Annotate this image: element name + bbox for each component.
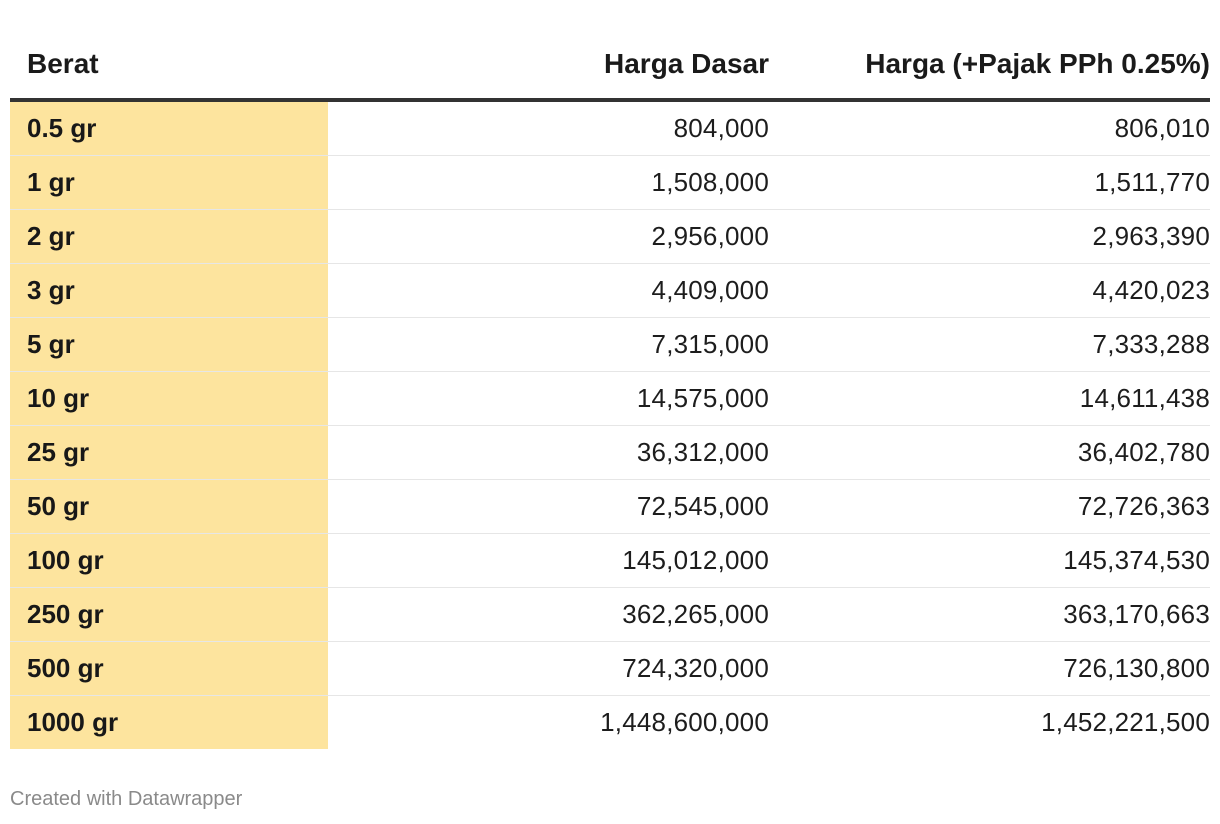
cell-harga-pajak: 363,170,663	[769, 587, 1210, 642]
cell-berat: 50 gr	[10, 479, 328, 534]
cell-harga-pajak: 726,130,800	[769, 641, 1210, 696]
header-harga-dasar[interactable]: Harga Dasar	[328, 30, 769, 102]
cell-harga-pajak: 2,963,390	[769, 209, 1210, 264]
table-row: 50 gr 72,545,000 72,726,363	[10, 479, 1210, 534]
cell-harga-pajak: 7,333,288	[769, 317, 1210, 372]
cell-harga-dasar: 7,315,000	[328, 317, 769, 372]
table-row: 2 gr 2,956,000 2,963,390	[10, 209, 1210, 264]
cell-harga-dasar: 36,312,000	[328, 425, 769, 480]
cell-harga-pajak: 1,511,770	[769, 155, 1210, 210]
cell-harga-pajak: 145,374,530	[769, 533, 1210, 588]
cell-harga-pajak: 72,726,363	[769, 479, 1210, 534]
header-harga-pajak[interactable]: Harga (+Pajak PPh 0.25%)	[769, 30, 1210, 102]
cell-berat: 3 gr	[10, 263, 328, 318]
table-row: 3 gr 4,409,000 4,420,023	[10, 263, 1210, 318]
table-row: 10 gr 14,575,000 14,611,438	[10, 371, 1210, 426]
cell-harga-dasar: 2,956,000	[328, 209, 769, 264]
table-row: 1 gr 1,508,000 1,511,770	[10, 155, 1210, 210]
header-berat[interactable]: Berat	[10, 30, 328, 102]
cell-harga-dasar: 804,000	[328, 100, 769, 156]
cell-harga-pajak: 14,611,438	[769, 371, 1210, 426]
cell-berat: 5 gr	[10, 317, 328, 372]
table-row: 5 gr 7,315,000 7,333,288	[10, 317, 1210, 372]
cell-berat: 0.5 gr	[10, 100, 328, 156]
cell-harga-dasar: 72,545,000	[328, 479, 769, 534]
cell-harga-dasar: 4,409,000	[328, 263, 769, 318]
table-row: 100 gr 145,012,000 145,374,530	[10, 533, 1210, 588]
cell-berat: 100 gr	[10, 533, 328, 588]
cell-harga-dasar: 724,320,000	[328, 641, 769, 696]
price-table-container: Berat Harga Dasar Harga (+Pajak PPh 0.25…	[10, 30, 1210, 749]
cell-berat: 1000 gr	[10, 695, 328, 749]
cell-harga-dasar: 362,265,000	[328, 587, 769, 642]
table-row: 1000 gr 1,448,600,000 1,452,221,500	[10, 695, 1210, 749]
datawrapper-credit: Created with Datawrapper	[10, 788, 243, 810]
cell-harga-dasar: 1,508,000	[328, 155, 769, 210]
table-row: 250 gr 362,265,000 363,170,663	[10, 587, 1210, 642]
cell-berat: 10 gr	[10, 371, 328, 426]
cell-berat: 250 gr	[10, 587, 328, 642]
table-header: Berat Harga Dasar Harga (+Pajak PPh 0.25…	[10, 30, 1210, 102]
cell-harga-pajak: 806,010	[769, 100, 1210, 156]
cell-berat: 25 gr	[10, 425, 328, 480]
gold-price-table: Berat Harga Dasar Harga (+Pajak PPh 0.25…	[10, 30, 1210, 749]
table-row: 25 gr 36,312,000 36,402,780	[10, 425, 1210, 480]
table-body: 0.5 gr 804,000 806,010 1 gr 1,508,000 1,511,7…	[10, 100, 1210, 749]
cell-harga-dasar: 1,448,600,000	[600, 707, 769, 737]
cell-berat: 2 gr	[10, 209, 328, 264]
cell-berat: 500 gr	[10, 641, 328, 696]
table-row: 500 gr 724,320,000 726,130,800	[10, 641, 1210, 696]
table-row: 0.5 gr 804,000 806,010	[10, 100, 1210, 156]
cell-harga-pajak: 36,402,780	[769, 425, 1210, 480]
cell-harga-dasar: 14,575,000	[328, 371, 769, 426]
cell-harga-pajak: 4,420,023	[769, 263, 1210, 318]
cell-berat: 1 gr	[10, 155, 328, 210]
cell-harga-pajak: 1,452,221,500	[1041, 707, 1210, 737]
cell-harga-dasar: 145,012,000	[328, 533, 769, 588]
header-row: Berat Harga Dasar Harga (+Pajak PPh 0.25…	[10, 30, 1210, 102]
